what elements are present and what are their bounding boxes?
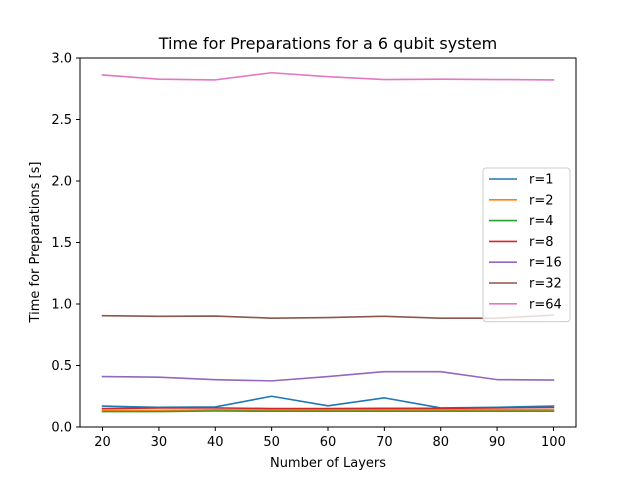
- y-tick-label: 0.0: [51, 421, 72, 436]
- legend-label: r=1: [529, 173, 554, 188]
- x-tick-label: 20: [94, 435, 111, 450]
- series-line-r-32: [101, 314, 555, 319]
- x-axis-label: Number of Layers: [270, 456, 386, 471]
- y-axis-ticks: 0.0 0.5 1.0 1.5 2.0 2.5 3.0: [51, 52, 80, 436]
- x-tick-label: 60: [320, 435, 337, 450]
- y-tick-label: 3.0: [51, 52, 72, 67]
- y-tick-label: 2.0: [51, 175, 72, 190]
- x-axis-ticks: 20 30 40 50 60 70 80 90 100: [94, 427, 566, 450]
- legend-label: r=64: [529, 297, 562, 312]
- y-tick-label: 1.0: [51, 298, 72, 313]
- legend-label: r=16: [529, 256, 562, 271]
- y-tick-label: 0.5: [51, 359, 72, 374]
- legend-label: r=2: [529, 193, 554, 208]
- legend-label: r=8: [529, 235, 554, 250]
- chart-title: Time for Preparations for a 6 qubit syst…: [158, 34, 498, 53]
- series-line-r-8: [101, 406, 555, 410]
- legend-label: r=4: [529, 214, 554, 229]
- series-layer: [101, 71, 555, 413]
- series-line-r-64: [101, 71, 555, 81]
- x-tick-label: 40: [207, 435, 224, 450]
- y-axis-label: Time for Preparations [s]: [28, 162, 43, 324]
- x-tick-label: 70: [376, 435, 393, 450]
- series-line-r-2: [101, 408, 555, 412]
- series-line-r-4: [101, 410, 555, 413]
- y-tick-label: 2.5: [51, 113, 72, 128]
- legend: r=1 r=2 r=4 r=8 r=16 r=32 r=64: [482, 167, 571, 323]
- x-tick-label: 50: [263, 435, 280, 450]
- x-tick-label: 30: [151, 435, 168, 450]
- series-line-r-16: [101, 370, 555, 382]
- x-tick-label: 80: [432, 435, 449, 450]
- x-tick-label: 90: [489, 435, 506, 450]
- legend-label: r=32: [529, 277, 562, 292]
- y-tick-label: 1.5: [51, 236, 72, 251]
- x-tick-label: 100: [541, 435, 566, 450]
